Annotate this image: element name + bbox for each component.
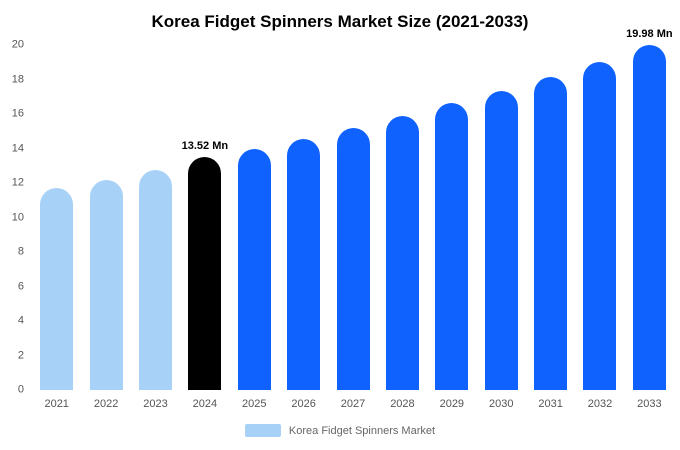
x-tick-label: 2022 xyxy=(93,398,119,410)
bar-column xyxy=(279,45,328,390)
bar-2030 xyxy=(484,90,518,390)
bar-2032 xyxy=(583,62,617,390)
y-tick-label: 0 xyxy=(17,383,24,396)
y-tick-label: 20 xyxy=(11,38,24,51)
bar-value-label: 13.52 Mn xyxy=(181,139,229,152)
legend-label: Korea Fidget Spinners Market xyxy=(288,424,436,437)
bar-value-label: 19.98 Mn xyxy=(626,28,673,41)
bar-2031 xyxy=(534,76,568,390)
plot-area: 13.52 Mn 19.98 Mn xyxy=(32,28,674,390)
y-tick-label: 8 xyxy=(17,245,24,258)
bar-2029 xyxy=(435,102,469,390)
x-tick-label: 2027 xyxy=(340,398,366,410)
bar-column xyxy=(378,45,427,390)
y-tick-label: 10 xyxy=(11,211,24,223)
bar-2023 xyxy=(138,170,172,390)
bar-column xyxy=(328,45,377,390)
bar-column xyxy=(526,45,575,390)
bar-2027 xyxy=(336,127,370,390)
bar-column xyxy=(477,45,526,390)
bar-2021 xyxy=(40,188,74,390)
bar-column: 13.52 Mn xyxy=(180,45,229,390)
bar-2026 xyxy=(287,139,321,390)
y-tick-label: 14 xyxy=(11,142,24,154)
x-tick-label: 2031 xyxy=(538,398,563,410)
x-tick-label: 2033 xyxy=(637,398,662,410)
x-tick-label: 2030 xyxy=(488,398,514,410)
bar-2024 xyxy=(188,156,222,390)
y-tick-label: 12 xyxy=(11,176,24,189)
bar-column xyxy=(32,45,81,390)
legend[interactable]: Korea Fidget Spinners Market xyxy=(0,424,680,437)
legend-swatch xyxy=(244,424,281,437)
bar-2022 xyxy=(89,179,123,390)
x-axis-labels: 2021 2022 2023 2024 2025 2026 2027 2028 2029 2030… xyxy=(32,398,674,410)
bar-column: 19.98 Mn xyxy=(625,28,674,390)
bar-2028 xyxy=(385,115,419,390)
x-tick-label: 2023 xyxy=(143,398,168,410)
bar-column xyxy=(230,45,279,390)
bar-2025 xyxy=(237,148,271,390)
y-tick-label: 16 xyxy=(11,107,24,120)
y-axis: 0 2 4 6 8 10 12 14 16 18 20 xyxy=(0,39,28,395)
bar-column xyxy=(575,45,624,390)
x-tick-label: 2026 xyxy=(291,398,316,410)
y-tick-label: 4 xyxy=(17,314,24,327)
chart-title: Korea Fidget Spinners Market Size (2021-… xyxy=(151,12,529,31)
bar-column xyxy=(427,45,476,390)
x-tick-label: 2032 xyxy=(587,398,613,410)
y-tick-label: 18 xyxy=(11,73,24,85)
x-tick-label: 2025 xyxy=(242,398,267,410)
x-tick-label: 2024 xyxy=(192,398,218,410)
y-tick-label: 6 xyxy=(17,280,24,292)
x-tick-label: 2029 xyxy=(439,398,465,410)
bar-column xyxy=(131,45,180,390)
x-tick-label: 2028 xyxy=(390,398,415,410)
bar-column xyxy=(81,45,130,390)
x-tick-label: 2021 xyxy=(44,398,69,410)
y-tick-label: 2 xyxy=(17,349,24,361)
bar-2033 xyxy=(632,45,666,390)
